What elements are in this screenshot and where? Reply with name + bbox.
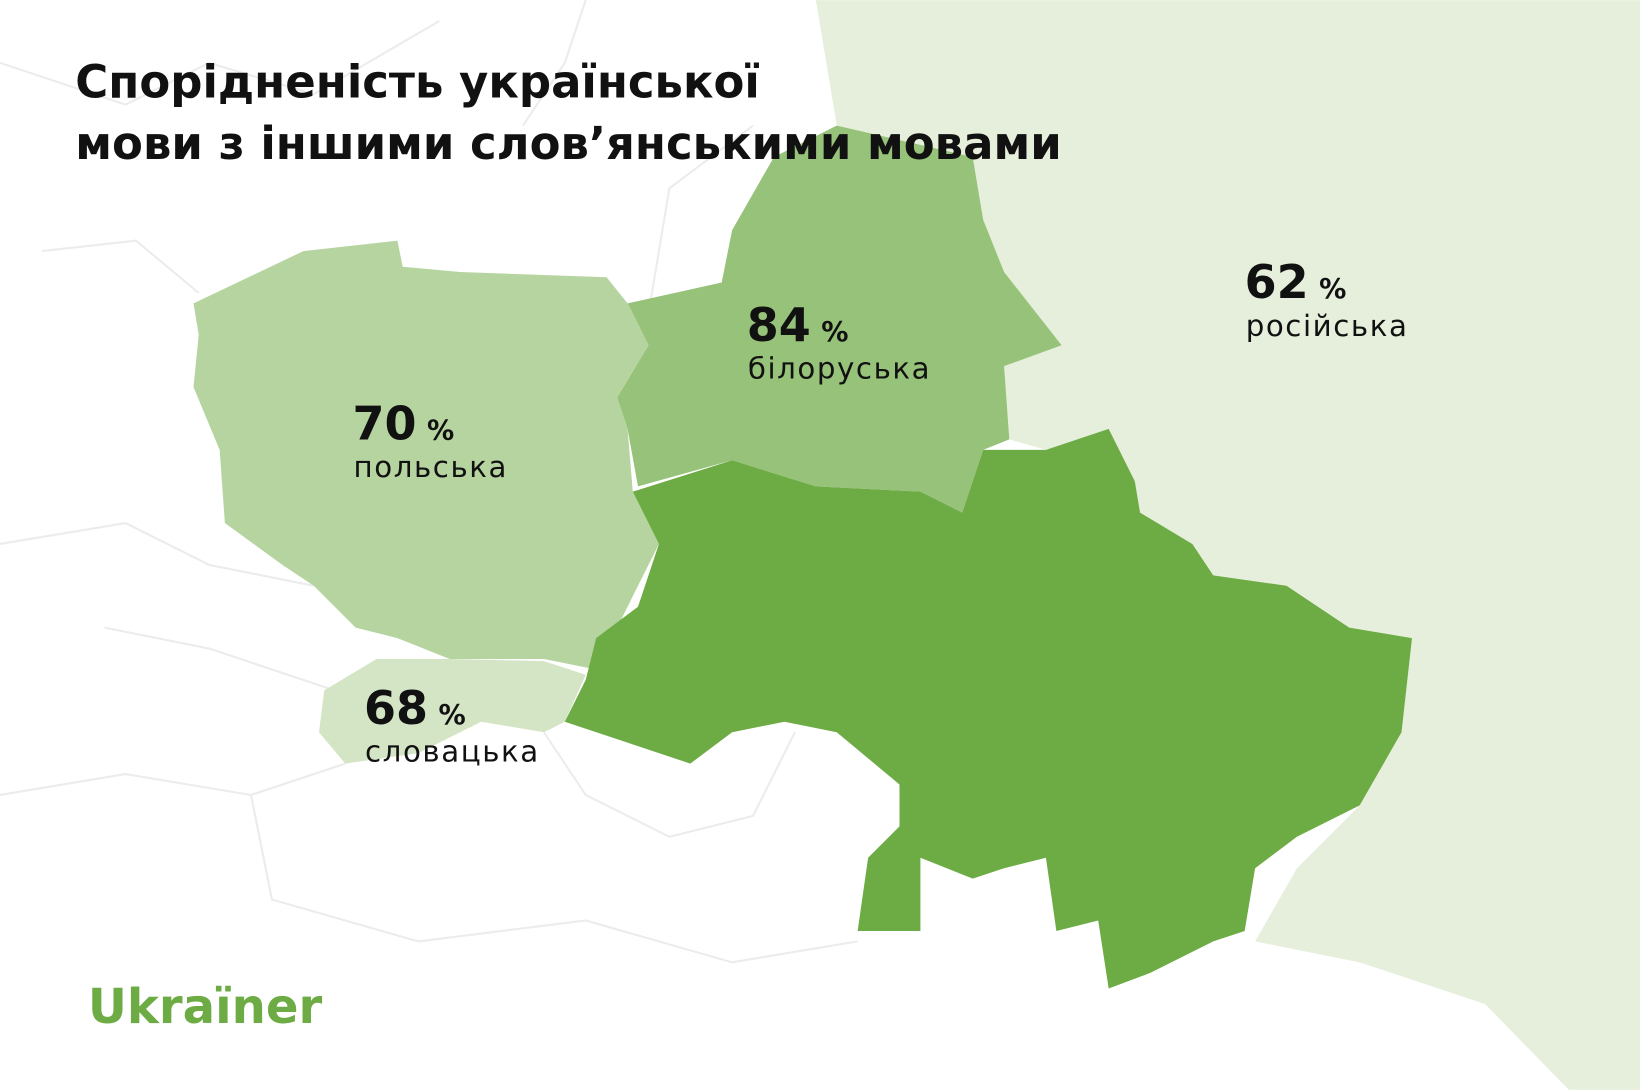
- region-value: 68%: [364, 681, 466, 735]
- slovakia: [319, 659, 586, 764]
- unit: %: [438, 700, 465, 731]
- region-name: словацька: [365, 735, 540, 769]
- russia: [815, 0, 1640, 1090]
- region-value: 62%: [1245, 255, 1347, 309]
- belarus: [617, 125, 1062, 513]
- region-value: 70%: [352, 396, 454, 450]
- value: 70: [352, 396, 416, 450]
- value: 68: [364, 681, 428, 735]
- ukraine: [564, 428, 1412, 989]
- poland: [193, 240, 659, 670]
- region-name: білоруська: [748, 352, 931, 386]
- unit: %: [427, 415, 454, 446]
- value: 62: [1245, 255, 1309, 309]
- unit: %: [1319, 274, 1346, 305]
- title-line: мови з іншими слов’янськими мовами: [75, 117, 1061, 170]
- value: 84: [747, 298, 811, 352]
- region-name: польська: [354, 450, 509, 484]
- logo: Ukraїner: [88, 979, 323, 1035]
- region-value: 84%: [747, 298, 849, 352]
- unit: %: [821, 317, 848, 348]
- country-border: [0, 0, 858, 964]
- region-name: російська: [1246, 309, 1409, 343]
- title-line: Спорідненість української: [75, 55, 760, 108]
